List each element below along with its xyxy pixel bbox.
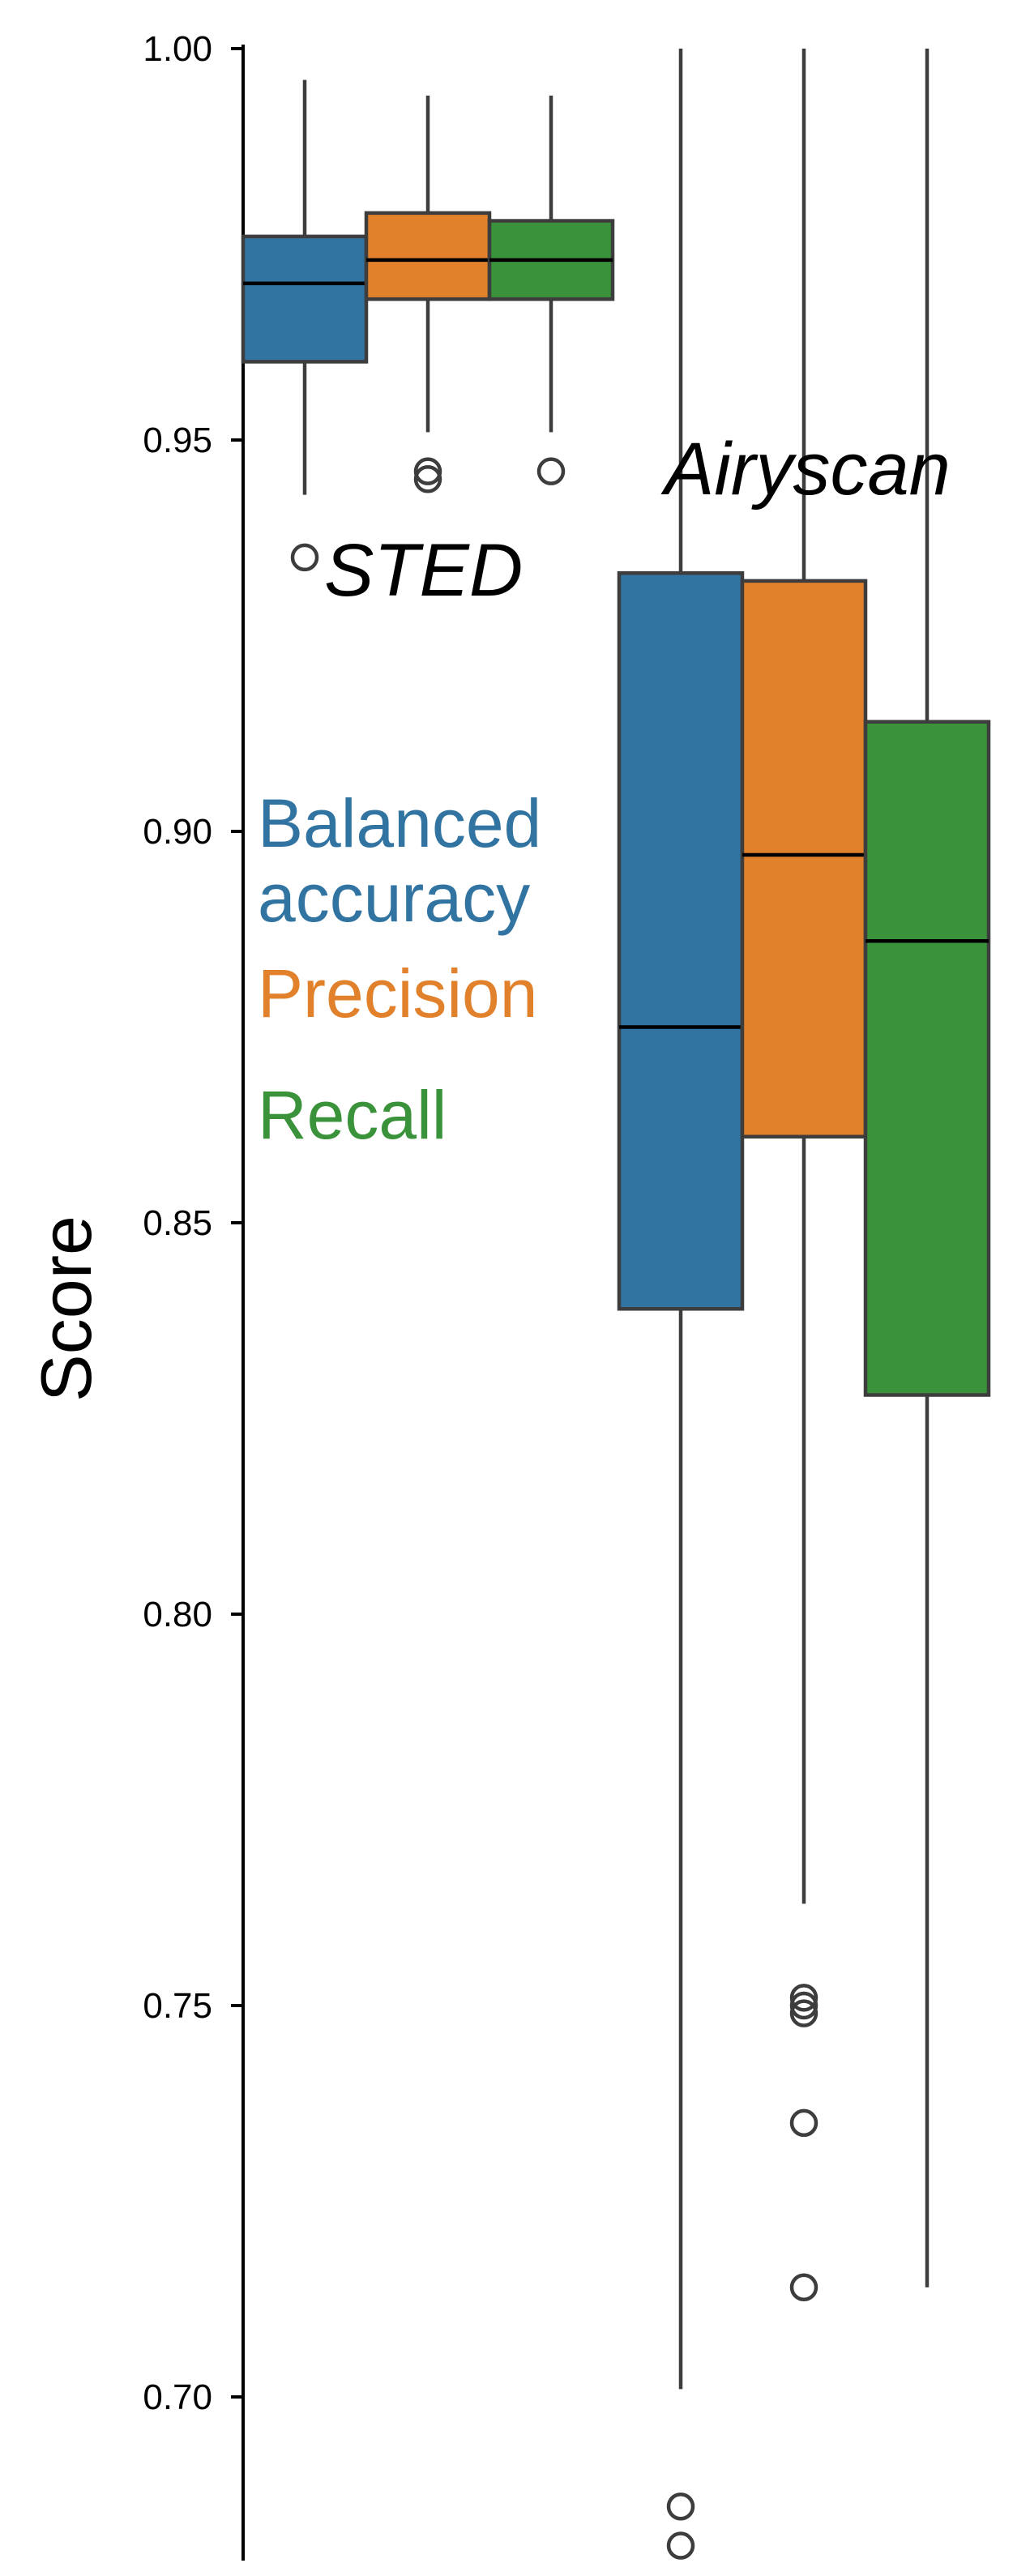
y-tick-label: 0.75 <box>143 1986 212 2026</box>
outlier-point <box>789 1991 818 2020</box>
box-precision-sted <box>364 95 492 493</box>
iqr-box <box>617 570 745 1311</box>
legend-entry-label: accuracy <box>258 860 530 936</box>
y-tick-label: 0.90 <box>143 812 212 852</box>
box-recall-airyscan <box>863 49 991 2288</box>
box-precision-airyscan <box>740 49 868 2302</box>
outlier-point <box>789 1999 818 2027</box>
y-tick-label: 0.85 <box>143 1203 212 1243</box>
outlier-point <box>290 543 319 572</box>
legend-entry-label: Precision <box>258 955 537 1032</box>
y-tick-label: 0.95 <box>143 421 212 460</box>
legend-entry-label: Recall <box>258 1077 447 1153</box>
group-labels: STED Airyscan <box>324 428 951 612</box>
outlier-point <box>413 465 442 493</box>
box-balanced-accuracy-sted <box>241 79 369 572</box>
outlier-point <box>789 1984 818 2012</box>
iqr-box <box>740 579 868 1138</box>
y-tick-label: 0.70 <box>143 2377 212 2417</box>
y-tick-label: 1.00 <box>143 29 212 69</box>
iqr-box <box>364 211 492 301</box>
y-tick-label: 0.80 <box>143 1595 212 1634</box>
iqr-box <box>863 720 991 1397</box>
outlier-point <box>789 2108 818 2138</box>
y-axis-title: Score <box>26 1215 106 1402</box>
group-label-sted: STED <box>324 529 523 612</box>
outlier-point <box>666 2531 695 2560</box>
outlier-point <box>666 2492 695 2521</box>
group-label-airyscan: Airyscan <box>660 428 951 511</box>
outlier-point <box>413 457 442 485</box>
box-balanced-accuracy-airyscan <box>617 49 745 2560</box>
legend-entry-label: Balanced <box>258 785 541 861</box>
y-axis-ticks: 0.70 0.75 0.80 0.85 0.90 0.95 1.00 <box>143 29 243 2417</box>
outlier-point <box>536 457 566 485</box>
outlier-point <box>789 2273 818 2302</box>
iqr-box <box>241 234 369 364</box>
box-recall-sted <box>487 95 615 485</box>
boxes <box>241 49 991 2560</box>
